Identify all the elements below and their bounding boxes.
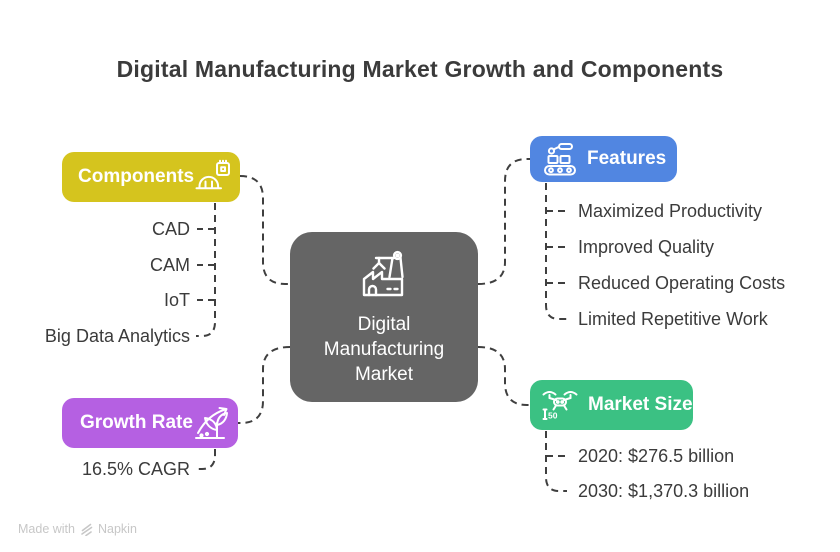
item-cam: CAM — [150, 255, 190, 275]
factory-crane-icon — [356, 247, 412, 308]
item-maximized-productivity: Maximized Productivity — [578, 201, 763, 221]
item-iot: IoT — [163, 290, 190, 310]
branch-node-market-size: 50 Market Size — [530, 380, 693, 430]
item-cad: CAD — [151, 219, 190, 239]
watermark[interactable]: Made with Napkin — [18, 522, 137, 536]
branch-node-growth-rate: Growth Rate — [62, 398, 238, 448]
plant-growth-icon — [193, 403, 233, 443]
center-node: Digital Manufacturing Market — [290, 232, 478, 402]
item-improved-quality: Improved Quality — [578, 237, 715, 257]
drone-icon: 50 — [540, 385, 580, 425]
conveyor-robot-icon — [542, 141, 578, 177]
market-size-label: Market Size — [588, 394, 693, 415]
item-limited-repetitive-work: Limited Repetitive Work — [578, 309, 768, 329]
components-label: Components — [78, 166, 195, 187]
hard-hat-gear-icon — [194, 159, 231, 195]
features-label: Features — [587, 148, 667, 169]
napkin-logo-icon — [80, 522, 93, 536]
item-cagr: 16.5% CAGR — [81, 459, 190, 479]
branch-node-features: Features — [530, 136, 677, 182]
page-title: Digital Manufacturing Market Growth and … — [116, 56, 724, 82]
item-big-data-analytics: Big Data Analytics — [44, 326, 190, 346]
item-2020-market-size: 2020: $276.5 billion — [578, 446, 735, 466]
item-reduced-operating-costs: Reduced Operating Costs — [578, 273, 786, 293]
svg-text:50: 50 — [548, 411, 558, 421]
branch-node-components: Components — [62, 152, 240, 202]
watermark-made-with: Made with — [18, 522, 75, 536]
growth-rate-label: Growth Rate — [80, 412, 193, 433]
center-node-label: Digital Manufacturing Market — [323, 314, 445, 385]
watermark-brand: Napkin — [97, 522, 137, 536]
item-2030-market-size: 2030: $1,370.3 billion — [578, 481, 750, 501]
